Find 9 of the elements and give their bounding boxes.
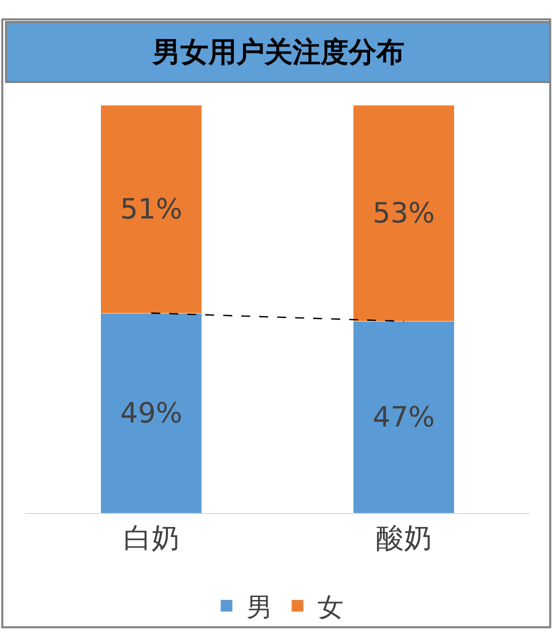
data-label: 51% <box>120 192 182 226</box>
x-tick-label: 酸奶 <box>376 522 432 555</box>
data-label: 49% <box>120 396 182 430</box>
legend-label: 男 <box>246 592 272 623</box>
legend-label: 女 <box>318 592 344 623</box>
data-label: 47% <box>372 400 435 434</box>
data-label: 53% <box>372 196 435 230</box>
text: 男女用户关注度分布 <box>152 36 404 68</box>
x-tick-label: 白奶 <box>123 522 180 555</box>
